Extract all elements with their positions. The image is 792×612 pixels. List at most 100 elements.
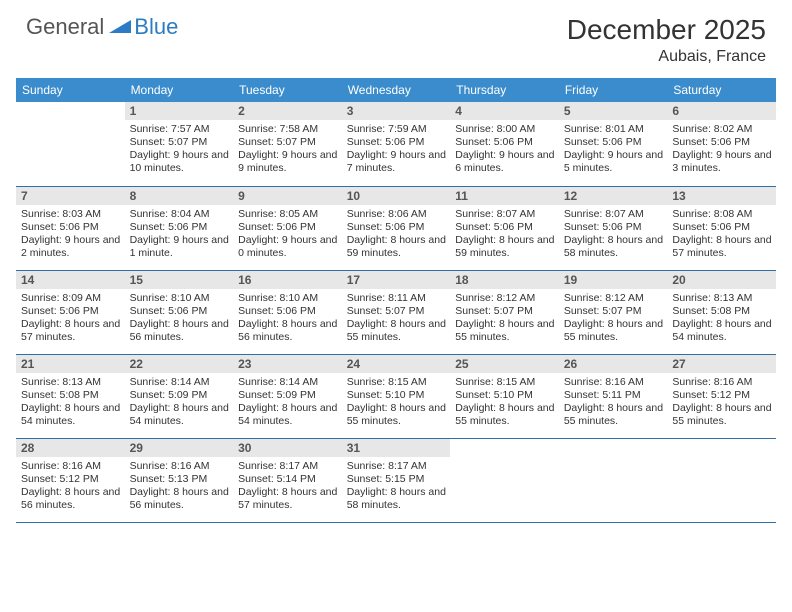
day-number: 12	[559, 187, 668, 205]
day-number: 14	[16, 271, 125, 289]
sun-info: Sunrise: 7:57 AMSunset: 5:07 PMDaylight:…	[125, 120, 234, 179]
dow-cell: Tuesday	[233, 78, 342, 102]
logo-text-blue: Blue	[134, 14, 178, 40]
dow-cell: Saturday	[667, 78, 776, 102]
day-cell: 3Sunrise: 7:59 AMSunset: 5:06 PMDaylight…	[342, 102, 451, 186]
day-number: 24	[342, 355, 451, 373]
daylight-line: Daylight: 8 hours and 55 minutes.	[455, 402, 555, 428]
day-cell: 27Sunrise: 8:16 AMSunset: 5:12 PMDayligh…	[667, 354, 776, 438]
sunset-line: Sunset: 5:06 PM	[347, 221, 447, 234]
sunrise-line: Sunrise: 8:07 AM	[455, 208, 555, 221]
daylight-line: Daylight: 8 hours and 57 minutes.	[21, 318, 121, 344]
empty-day-cell	[16, 102, 125, 186]
day-number: 21	[16, 355, 125, 373]
daylight-line: Daylight: 9 hours and 1 minute.	[130, 234, 230, 260]
day-number: 15	[125, 271, 234, 289]
daylight-line: Daylight: 8 hours and 57 minutes.	[672, 234, 772, 260]
sun-info: Sunrise: 8:16 AMSunset: 5:13 PMDaylight:…	[125, 457, 234, 516]
sunrise-line: Sunrise: 8:09 AM	[21, 292, 121, 305]
sun-info: Sunrise: 8:06 AMSunset: 5:06 PMDaylight:…	[342, 205, 451, 264]
day-cell: 1Sunrise: 7:57 AMSunset: 5:07 PMDaylight…	[125, 102, 234, 186]
daylight-line: Daylight: 9 hours and 6 minutes.	[455, 149, 555, 175]
sun-info: Sunrise: 8:01 AMSunset: 5:06 PMDaylight:…	[559, 120, 668, 179]
daylight-line: Daylight: 8 hours and 55 minutes.	[455, 318, 555, 344]
sun-info: Sunrise: 8:12 AMSunset: 5:07 PMDaylight:…	[559, 289, 668, 348]
sunrise-line: Sunrise: 8:11 AM	[347, 292, 447, 305]
sunset-line: Sunset: 5:06 PM	[455, 221, 555, 234]
day-cell: 13Sunrise: 8:08 AMSunset: 5:06 PMDayligh…	[667, 186, 776, 270]
title-block: December 2025 Aubais, France	[567, 14, 766, 66]
day-cell: 7Sunrise: 8:03 AMSunset: 5:06 PMDaylight…	[16, 186, 125, 270]
day-number: 4	[450, 102, 559, 120]
sun-info: Sunrise: 8:15 AMSunset: 5:10 PMDaylight:…	[342, 373, 451, 432]
day-cell: 6Sunrise: 8:02 AMSunset: 5:06 PMDaylight…	[667, 102, 776, 186]
header: General Blue December 2025 Aubais, Franc…	[0, 0, 792, 72]
dow-cell: Thursday	[450, 78, 559, 102]
day-cell: 26Sunrise: 8:16 AMSunset: 5:11 PMDayligh…	[559, 354, 668, 438]
daylight-line: Daylight: 8 hours and 56 minutes.	[130, 486, 230, 512]
day-cell: 2Sunrise: 7:58 AMSunset: 5:07 PMDaylight…	[233, 102, 342, 186]
sunset-line: Sunset: 5:08 PM	[672, 305, 772, 318]
week-row: 1Sunrise: 7:57 AMSunset: 5:07 PMDaylight…	[16, 102, 776, 186]
day-cell: 18Sunrise: 8:12 AMSunset: 5:07 PMDayligh…	[450, 270, 559, 354]
sunrise-line: Sunrise: 8:14 AM	[130, 376, 230, 389]
week-row: 7Sunrise: 8:03 AMSunset: 5:06 PMDaylight…	[16, 186, 776, 270]
day-cell: 15Sunrise: 8:10 AMSunset: 5:06 PMDayligh…	[125, 270, 234, 354]
logo-text-general: General	[26, 14, 104, 40]
empty-day-cell	[450, 438, 559, 522]
sunset-line: Sunset: 5:06 PM	[672, 136, 772, 149]
daylight-line: Daylight: 8 hours and 59 minutes.	[347, 234, 447, 260]
sun-info: Sunrise: 7:59 AMSunset: 5:06 PMDaylight:…	[342, 120, 451, 179]
sunrise-line: Sunrise: 8:07 AM	[564, 208, 664, 221]
sunrise-line: Sunrise: 8:17 AM	[238, 460, 338, 473]
day-cell: 10Sunrise: 8:06 AMSunset: 5:06 PMDayligh…	[342, 186, 451, 270]
day-cell: 22Sunrise: 8:14 AMSunset: 5:09 PMDayligh…	[125, 354, 234, 438]
day-cell: 5Sunrise: 8:01 AMSunset: 5:06 PMDaylight…	[559, 102, 668, 186]
sun-info: Sunrise: 8:10 AMSunset: 5:06 PMDaylight:…	[125, 289, 234, 348]
daylight-line: Daylight: 8 hours and 56 minutes.	[130, 318, 230, 344]
sun-info: Sunrise: 8:09 AMSunset: 5:06 PMDaylight:…	[16, 289, 125, 348]
sunset-line: Sunset: 5:06 PM	[238, 305, 338, 318]
sunset-line: Sunset: 5:07 PM	[455, 305, 555, 318]
day-cell: 16Sunrise: 8:10 AMSunset: 5:06 PMDayligh…	[233, 270, 342, 354]
sun-info: Sunrise: 8:16 AMSunset: 5:12 PMDaylight:…	[16, 457, 125, 516]
sunrise-line: Sunrise: 7:57 AM	[130, 123, 230, 136]
sunset-line: Sunset: 5:09 PM	[238, 389, 338, 402]
day-cell: 20Sunrise: 8:13 AMSunset: 5:08 PMDayligh…	[667, 270, 776, 354]
sun-info: Sunrise: 8:14 AMSunset: 5:09 PMDaylight:…	[233, 373, 342, 432]
sunrise-line: Sunrise: 8:15 AM	[455, 376, 555, 389]
logo: General Blue	[26, 14, 178, 40]
sun-info: Sunrise: 8:14 AMSunset: 5:09 PMDaylight:…	[125, 373, 234, 432]
day-cell: 12Sunrise: 8:07 AMSunset: 5:06 PMDayligh…	[559, 186, 668, 270]
sunrise-line: Sunrise: 8:16 AM	[130, 460, 230, 473]
day-number: 18	[450, 271, 559, 289]
daylight-line: Daylight: 8 hours and 55 minutes.	[564, 318, 664, 344]
daylight-line: Daylight: 8 hours and 56 minutes.	[21, 486, 121, 512]
sunrise-line: Sunrise: 8:02 AM	[672, 123, 772, 136]
sunset-line: Sunset: 5:10 PM	[455, 389, 555, 402]
sunrise-line: Sunrise: 8:13 AM	[21, 376, 121, 389]
empty-day-cell	[667, 438, 776, 522]
sunset-line: Sunset: 5:07 PM	[130, 136, 230, 149]
week-row: 14Sunrise: 8:09 AMSunset: 5:06 PMDayligh…	[16, 270, 776, 354]
sunset-line: Sunset: 5:14 PM	[238, 473, 338, 486]
sunrise-line: Sunrise: 8:15 AM	[347, 376, 447, 389]
day-cell: 11Sunrise: 8:07 AMSunset: 5:06 PMDayligh…	[450, 186, 559, 270]
day-number: 13	[667, 187, 776, 205]
daylight-line: Daylight: 8 hours and 59 minutes.	[455, 234, 555, 260]
day-cell: 30Sunrise: 8:17 AMSunset: 5:14 PMDayligh…	[233, 438, 342, 522]
sun-info: Sunrise: 8:02 AMSunset: 5:06 PMDaylight:…	[667, 120, 776, 179]
sunrise-line: Sunrise: 8:17 AM	[347, 460, 447, 473]
month-title: December 2025	[567, 14, 766, 46]
sunrise-line: Sunrise: 8:16 AM	[21, 460, 121, 473]
sunrise-line: Sunrise: 8:01 AM	[564, 123, 664, 136]
day-number: 8	[125, 187, 234, 205]
sun-info: Sunrise: 8:04 AMSunset: 5:06 PMDaylight:…	[125, 205, 234, 264]
sunset-line: Sunset: 5:08 PM	[21, 389, 121, 402]
day-cell: 17Sunrise: 8:11 AMSunset: 5:07 PMDayligh…	[342, 270, 451, 354]
sunset-line: Sunset: 5:06 PM	[564, 136, 664, 149]
sun-info: Sunrise: 8:07 AMSunset: 5:06 PMDaylight:…	[450, 205, 559, 264]
day-number: 16	[233, 271, 342, 289]
day-number: 11	[450, 187, 559, 205]
day-cell: 19Sunrise: 8:12 AMSunset: 5:07 PMDayligh…	[559, 270, 668, 354]
